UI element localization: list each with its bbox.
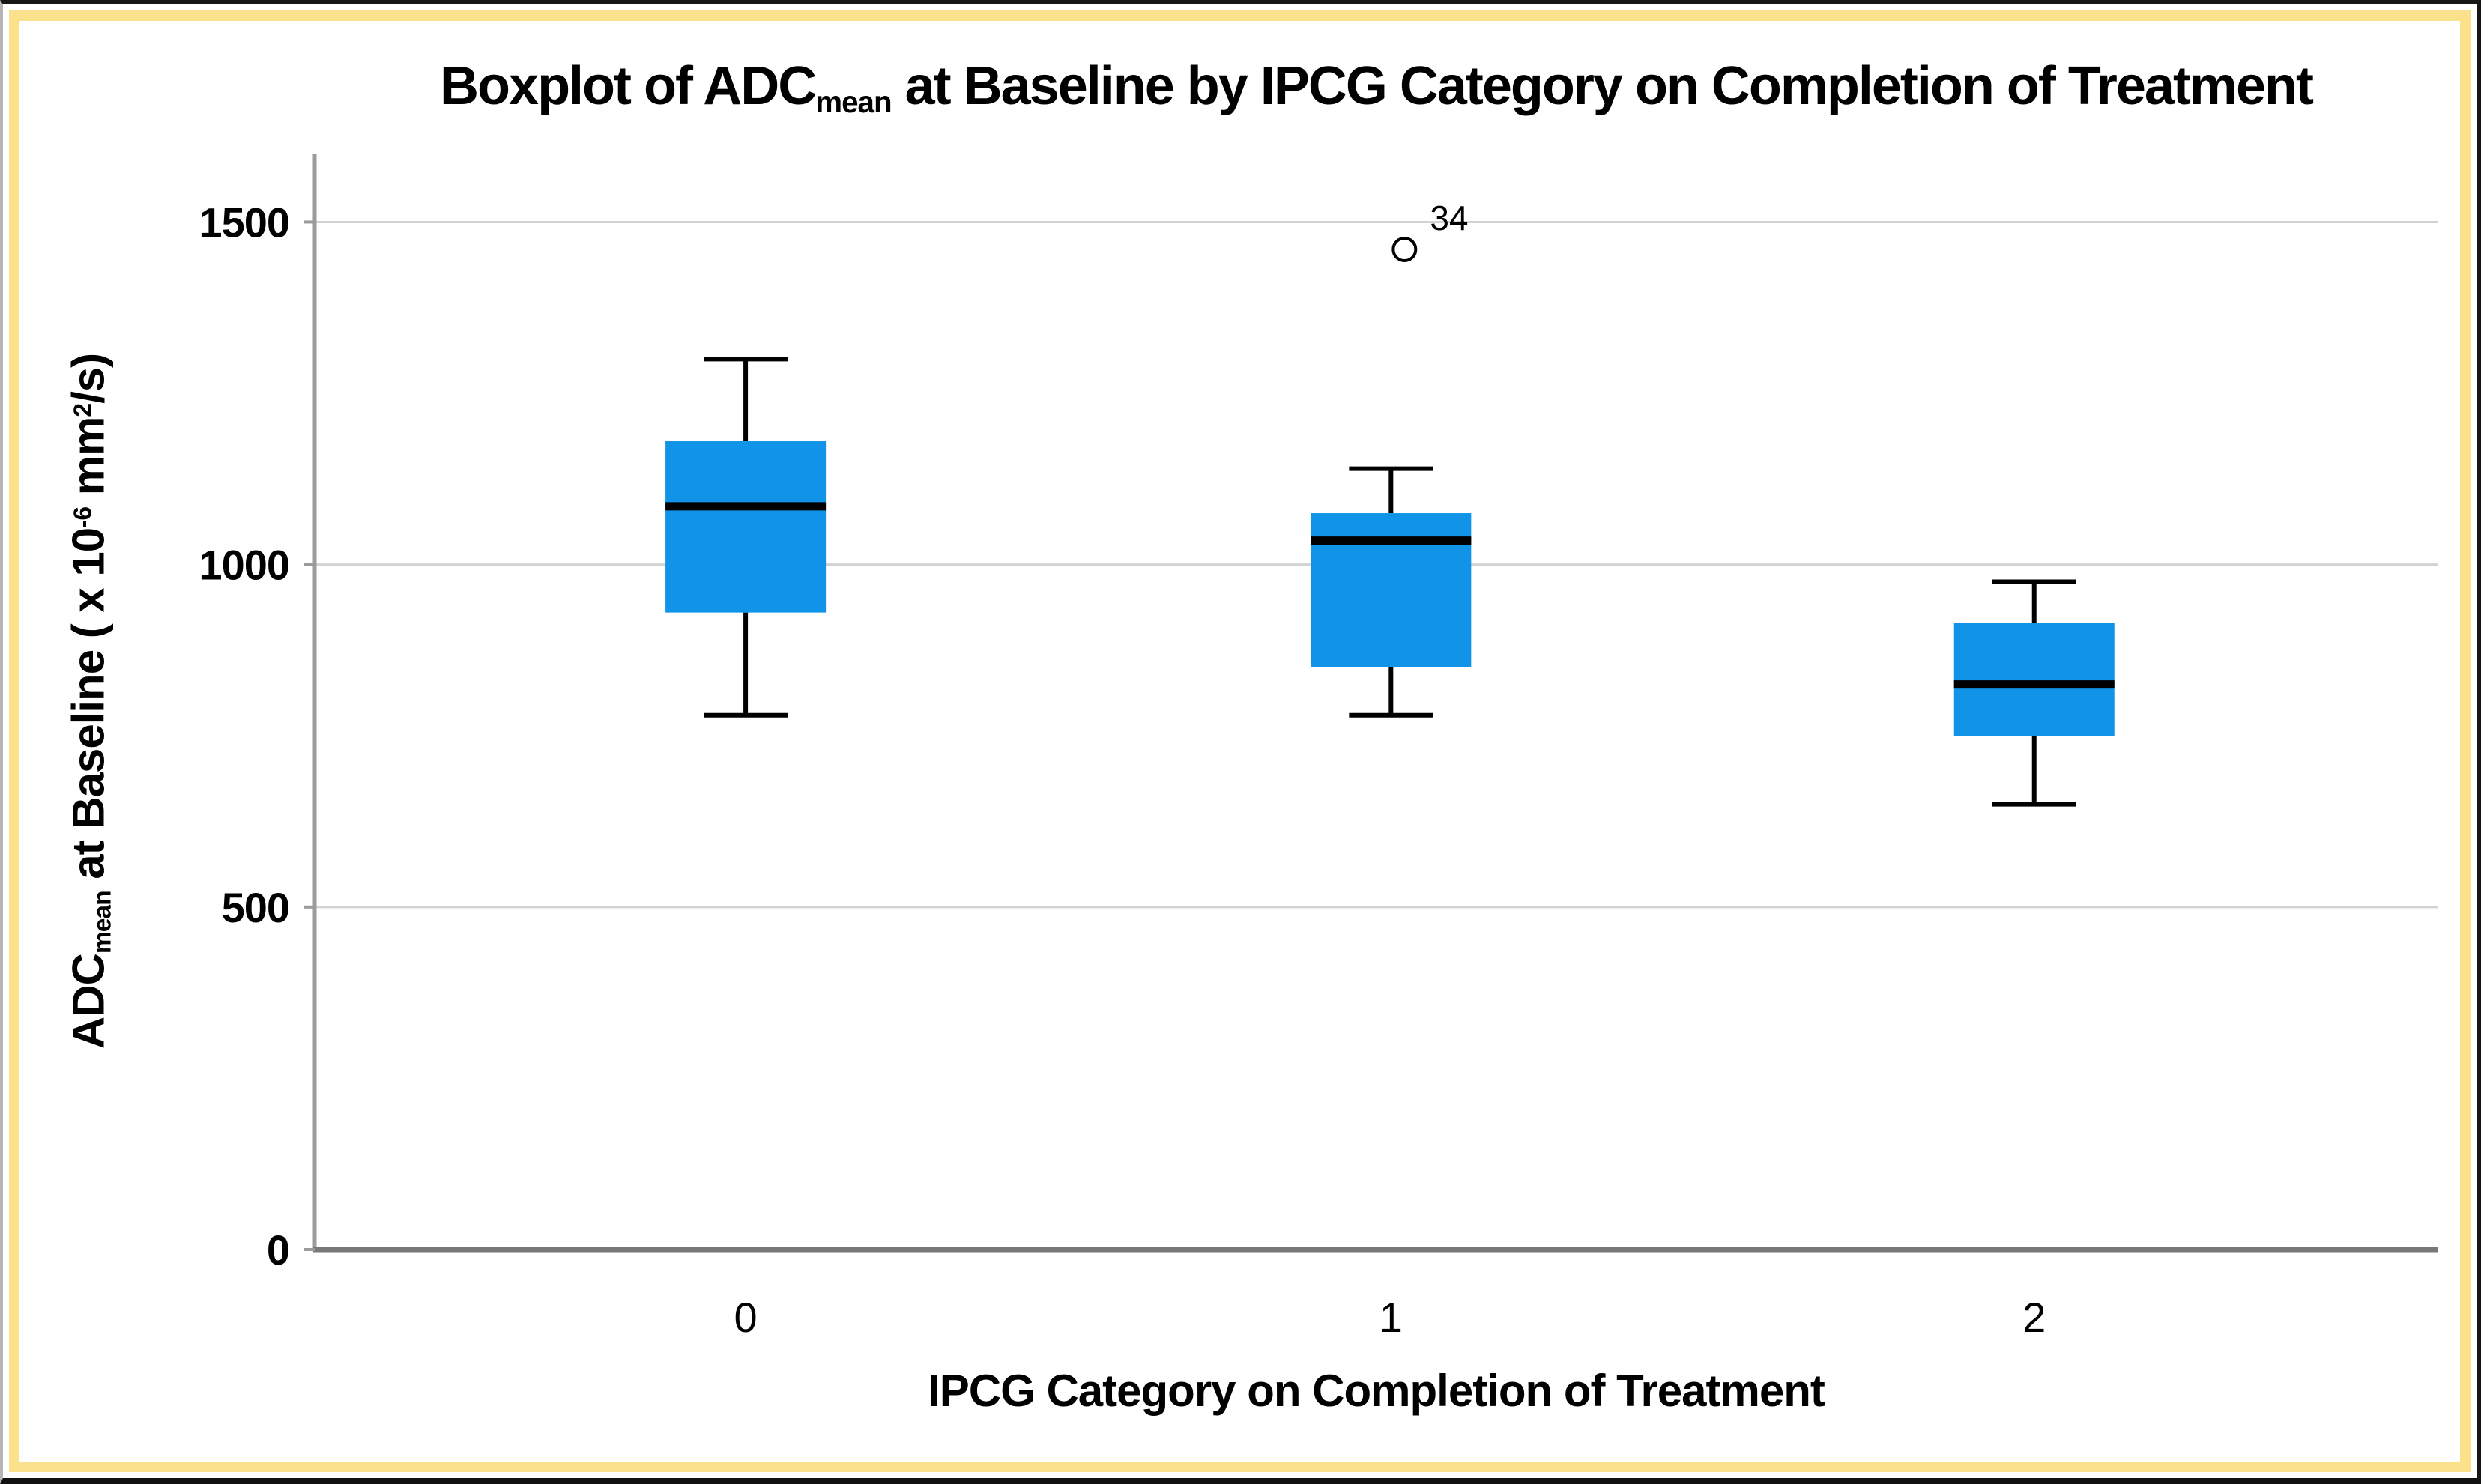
y-tick-label-1500: 1500 (199, 199, 289, 246)
chart-title-text-2: at Baseline by IPCG Category on Completi… (891, 56, 2314, 116)
yellow-inner-frame (9, 10, 2471, 1472)
x-tick-label-0: 0 (734, 1294, 758, 1341)
box-cat2 (1953, 623, 2115, 736)
y-tick-label-500: 500 (222, 884, 289, 931)
x-axis-title: IPCG Category on Completion of Treatment (928, 1366, 1825, 1416)
outlier-point-cat1 (1391, 237, 1418, 263)
chart-title-text: Boxplot of ADC (440, 56, 817, 116)
chart-title: Boxplot of ADCmean at Baseline by IPCG C… (315, 55, 2438, 120)
y-tick-label-0: 0 (267, 1226, 289, 1273)
box-cat0 (665, 441, 827, 613)
x-tick-label-2: 2 (2022, 1294, 2046, 1341)
x-tick-label-1: 1 (1379, 1294, 1403, 1341)
chart-title-subscript: mean (815, 85, 892, 120)
box-cat1 (1311, 513, 1472, 667)
y-tick-label-1000: 1000 (199, 542, 289, 589)
outlier-label-cat1: 34 (1430, 199, 1468, 237)
